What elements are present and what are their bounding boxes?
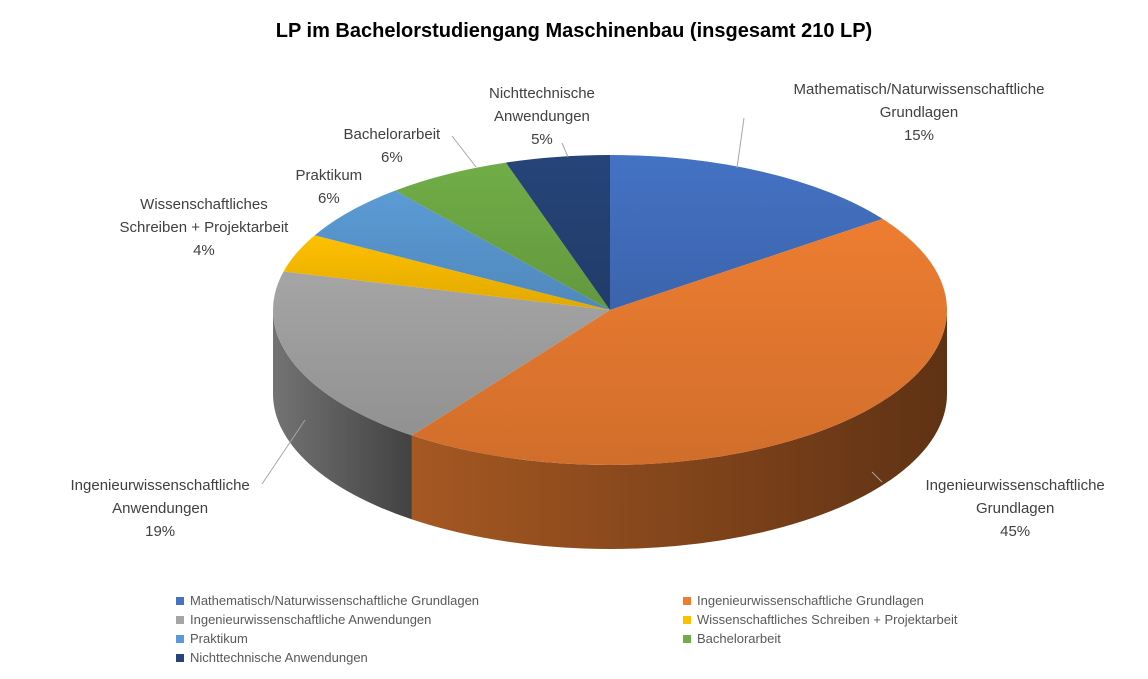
legend: Mathematisch/Naturwissenschaftliche Grun…	[176, 592, 1056, 666]
leader-line-5	[451, 135, 477, 168]
legend-label: Bachelorarbeit	[697, 631, 781, 646]
data-label-2: Ingenieurwissenschaftliche Anwendungen 19%	[71, 474, 250, 543]
data-label-percent: 19%	[145, 523, 176, 540]
pie-slice-0	[610, 155, 883, 310]
legend-label: Nichttechnische Anwendungen	[190, 650, 368, 665]
data-label-percent: 5%	[531, 131, 553, 148]
data-label-3: Wissenschaftliches Schreiben + Projektarb…	[120, 193, 289, 262]
data-label-text: Grundlagen	[975, 500, 1055, 517]
leader-line-0	[736, 117, 745, 169]
data-label-0: Mathematisch/Naturwissenschaftliche Grund…	[794, 78, 1045, 147]
legend-item: Ingenieurwissenschaftliche Grundlagen	[683, 592, 1056, 609]
data-label-text: Schreiben + Projektarbeit	[119, 219, 289, 236]
data-label-text: Wissenschaftliches	[140, 196, 268, 213]
legend-label: Wissenschaftliches Schreiben + Projektar…	[697, 612, 958, 627]
legend-label: Ingenieurwissenschaftliche Grundlagen	[697, 593, 924, 608]
legend-item: Ingenieurwissenschaftliche Anwendungen	[176, 611, 683, 628]
data-label-text: Ingenieurwissenschaftliche	[70, 477, 250, 494]
data-label-text: Bachelorarbeit	[343, 126, 441, 143]
legend-swatch	[176, 615, 184, 624]
pie-slice-4	[314, 190, 610, 310]
pie-slice-6	[505, 155, 610, 310]
data-label-text: Mathematisch/Naturwissenschaftliche	[793, 81, 1045, 98]
legend-item: Mathematisch/Naturwissenschaftliche Grun…	[176, 592, 683, 609]
pie-side-1	[411, 310, 947, 549]
pie-slice-3	[283, 235, 610, 310]
data-label-text: Ingenieurwissenschaftliche	[925, 477, 1105, 494]
legend-label: Praktikum	[190, 631, 248, 646]
legend-swatch	[176, 653, 184, 662]
pie-side-2	[273, 310, 412, 520]
data-label-4: Praktikum 6%	[296, 164, 363, 210]
legend-label: Mathematisch/Naturwissenschaftliche Grun…	[190, 593, 480, 608]
legend-item: Bachelorarbeit	[683, 630, 1056, 647]
data-label-text: Anwendungen	[493, 108, 590, 125]
leader-line-6	[561, 142, 569, 158]
pie-slice-5	[395, 162, 610, 310]
chart-title: LP im Bachelorstudiengang Maschinenbau (…	[275, 20, 873, 42]
legend-item: Wissenschaftliches Schreiben + Projektar…	[683, 611, 1056, 628]
legend-item: Nichttechnische Anwendungen	[176, 649, 683, 666]
legend-item: Praktikum	[176, 630, 683, 647]
data-label-text: Grundlagen	[879, 104, 959, 121]
data-label-6: Nichttechnische Anwendungen 5%	[489, 82, 595, 151]
data-label-1: Ingenieurwissenschaftliche Grundlagen 45%	[926, 474, 1105, 543]
data-label-5: Bachelorarbeit 6%	[344, 123, 441, 169]
data-label-percent: 6%	[381, 149, 403, 166]
legend-swatch	[683, 596, 691, 605]
legend-label: Ingenieurwissenschaftliche Anwendungen	[190, 612, 432, 627]
data-label-percent: 6%	[318, 190, 340, 207]
pie-slice-1	[411, 218, 948, 466]
data-label-text: Praktikum	[295, 167, 363, 184]
data-label-text: Anwendungen	[112, 500, 209, 517]
pie-slice-2	[272, 271, 610, 436]
data-label-text: Nichttechnische	[489, 85, 595, 102]
leader-line-1	[871, 471, 883, 483]
legend-swatch	[683, 634, 691, 643]
data-label-percent: 4%	[193, 242, 215, 259]
data-label-percent: 45%	[1000, 523, 1031, 540]
legend-swatch	[683, 615, 691, 624]
leader-line-2	[261, 419, 306, 485]
legend-swatch	[176, 596, 184, 605]
legend-swatch	[176, 634, 184, 643]
data-label-percent: 15%	[903, 127, 934, 144]
